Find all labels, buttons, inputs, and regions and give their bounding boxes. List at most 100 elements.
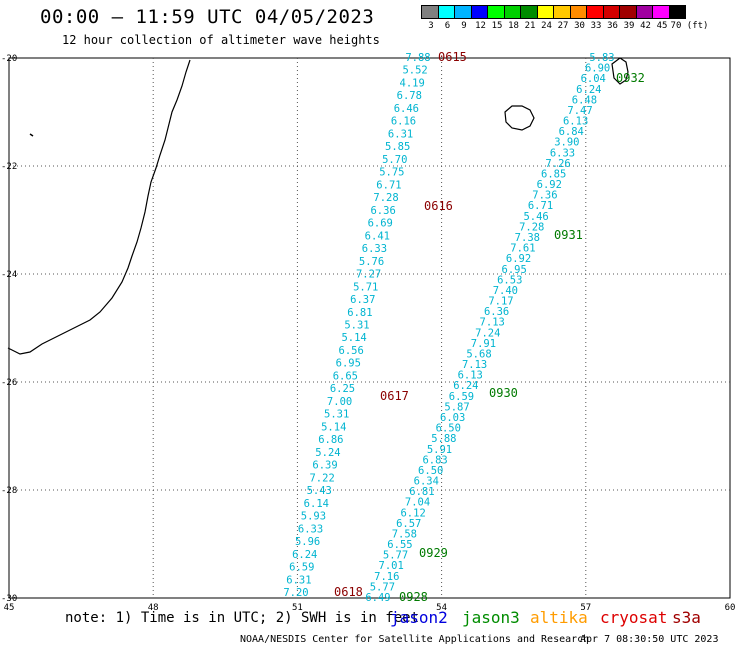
wave-height-reading: 6.31 bbox=[388, 128, 413, 140]
scale-value: 3 bbox=[428, 21, 434, 31]
wave-height-reading: 6.65 bbox=[333, 370, 358, 382]
wave-height-reading: 6.48 bbox=[572, 94, 597, 106]
satellite-altika: altika bbox=[530, 608, 588, 627]
wave-height-reading: 7.88 bbox=[405, 52, 430, 64]
wave-height-reading: 7.22 bbox=[309, 472, 334, 484]
wave-height-reading: 6.92 bbox=[537, 179, 562, 191]
x-tick-label: 54 bbox=[436, 603, 447, 613]
page-subtitle: 12 hour collection of altimeter wave hei… bbox=[62, 33, 380, 47]
wave-height-reading: 6.55 bbox=[387, 539, 412, 551]
cryosat-time-label: 0616 bbox=[424, 199, 453, 213]
y-tick-label: -30 bbox=[1, 594, 17, 604]
wave-height-reading: 6.92 bbox=[506, 253, 531, 265]
wave-height-reading: 6.46 bbox=[394, 103, 419, 115]
y-tick-label: -26 bbox=[1, 378, 17, 388]
wave-height-reading: 6.33 bbox=[550, 147, 575, 159]
reunion-island bbox=[504, 105, 535, 131]
wave-height-reading: 6.41 bbox=[365, 230, 390, 242]
wave-height-reading: 6.59 bbox=[449, 391, 474, 403]
wave-height-reading: 7.26 bbox=[545, 158, 570, 170]
wave-height-reading: 6.49 bbox=[365, 592, 390, 604]
wave-height-reading: 6.83 bbox=[422, 454, 447, 466]
scale-value: 27 bbox=[557, 21, 569, 31]
wave-height-reading: 5.46 bbox=[523, 211, 548, 223]
wave-height-reading: 5.88 bbox=[431, 433, 456, 445]
wave-height-reading: 6.34 bbox=[414, 476, 439, 488]
wave-height-reading: 6.84 bbox=[559, 126, 584, 138]
wave-height-reading: 5.91 bbox=[427, 444, 452, 456]
wave-height-reading: 6.24 bbox=[453, 380, 478, 392]
wave-height-reading: 5.93 bbox=[301, 511, 326, 523]
wave-height-reading: 5.31 bbox=[344, 320, 369, 332]
scale-value: 6 bbox=[444, 21, 451, 31]
wave-height-reading: 7.01 bbox=[379, 560, 404, 572]
scale-value: 15 bbox=[491, 21, 503, 31]
wave-height-reading: 6.78 bbox=[397, 90, 422, 102]
jason3-time-label: 0928 bbox=[399, 590, 428, 604]
wave-height-reading: 5.75 bbox=[379, 167, 404, 179]
wave-height-reading: 7.27 bbox=[356, 269, 381, 281]
wave-height-reading: 6.14 bbox=[304, 498, 329, 510]
satellite-s3a: s3a bbox=[672, 608, 701, 627]
wave-height-reading: 6.71 bbox=[528, 200, 553, 212]
footer-note: note: 1) Time is in UTC; 2) SWH is in fe… bbox=[65, 610, 420, 626]
wave-height-reading: 7.20 bbox=[283, 587, 308, 599]
wave-height-reading: 5.87 bbox=[444, 401, 469, 413]
wave-height-reading: 6.57 bbox=[396, 518, 421, 530]
x-tick-label: 51 bbox=[292, 603, 303, 613]
madagascar-coastline bbox=[7, 59, 191, 355]
x-tick-label: 57 bbox=[580, 603, 591, 613]
wave-height-reading: 6.16 bbox=[391, 116, 416, 128]
scale-value: 9 bbox=[461, 21, 467, 31]
jason3-time-label: 0931 bbox=[554, 228, 583, 242]
scale-value: 42 bbox=[640, 21, 651, 31]
wave-height-reading: 7.00 bbox=[327, 396, 352, 408]
y-tick-label: -28 bbox=[1, 486, 17, 496]
jason3-track: 5.836.906.046.246.487.476.136.843.906.33… bbox=[365, 52, 614, 604]
wave-height-reading: 6.13 bbox=[458, 370, 483, 382]
map-tick-labels: 45 48 51 54 57 60 -20 -22 -24 -26 -28 -30 bbox=[1, 54, 735, 613]
wave-height-reading: 6.33 bbox=[298, 523, 323, 535]
wave-height-reading: 7.91 bbox=[471, 338, 496, 350]
wave-height-reading: 5.85 bbox=[385, 141, 410, 153]
jason3-time-label: 0932 bbox=[616, 71, 645, 85]
wave-height-reading: 6.71 bbox=[376, 179, 401, 191]
wave-height-reading: 7.61 bbox=[510, 243, 535, 255]
wave-height-reading: 6.37 bbox=[350, 294, 375, 306]
wave-height-reading: 7.38 bbox=[515, 232, 540, 244]
wave-height-reading: 6.81 bbox=[347, 307, 372, 319]
y-tick-label: -24 bbox=[1, 270, 17, 280]
wave-height-reading: 3.90 bbox=[554, 137, 579, 149]
page-title: 00:00 – 11:59 UTC 04/05/2023 bbox=[40, 6, 375, 28]
wave-height-reading: 6.86 bbox=[318, 434, 343, 446]
wave-height-reading: 7.17 bbox=[488, 296, 513, 308]
wave-height-reading: 6.39 bbox=[312, 460, 337, 472]
footer-credit: NOAA/NESDIS Center for Satellite Applica… bbox=[240, 634, 590, 645]
y-tick-label: -20 bbox=[1, 54, 17, 64]
scale-value: 12 bbox=[475, 21, 486, 31]
x-tick-label: 48 bbox=[148, 603, 159, 613]
scale-value: 39 bbox=[623, 21, 635, 31]
wave-height-reading: 5.76 bbox=[359, 256, 384, 268]
wave-height-reading: 5.68 bbox=[466, 348, 491, 360]
wave-height-reading: 6.04 bbox=[581, 73, 606, 85]
wave-height-reading: 5.14 bbox=[321, 421, 346, 433]
islet bbox=[29, 133, 34, 137]
scale-value: 70 (ft) bbox=[670, 21, 709, 31]
mauritius-island bbox=[611, 57, 629, 85]
wave-height-reading: 6.24 bbox=[576, 84, 601, 96]
wave-height-reading: 6.33 bbox=[362, 243, 387, 255]
wave-height-reading: 7.58 bbox=[392, 528, 417, 540]
wave-height-reading: 6.53 bbox=[497, 274, 522, 286]
wave-height-reading: 6.36 bbox=[484, 306, 509, 318]
wave-height-reading: 6.25 bbox=[330, 383, 355, 395]
wave-height-reading: 6.59 bbox=[289, 562, 314, 574]
wave-height-reading: 6.13 bbox=[563, 116, 588, 128]
wave-height-reading: 6.50 bbox=[418, 465, 443, 477]
wave-height-reading: 7.04 bbox=[405, 497, 430, 509]
wave-height-reading: 6.90 bbox=[585, 63, 610, 75]
wave-height-reading: 5.83 bbox=[589, 52, 614, 64]
color-scale bbox=[421, 5, 686, 19]
wave-height-reading: 6.31 bbox=[286, 574, 311, 586]
